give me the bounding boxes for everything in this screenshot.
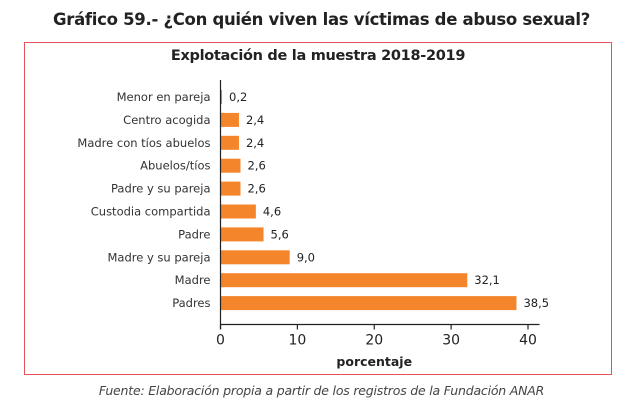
value-label: 4,6 [263, 205, 281, 219]
category-label: Padres [172, 296, 210, 310]
value-label: 32,1 [474, 273, 500, 287]
category-label: Padre y su pareja [111, 182, 211, 196]
category-label: Madre y su pareja [107, 250, 210, 264]
x-axis-title: porcentaje [336, 354, 412, 369]
bar-1 [220, 112, 239, 127]
bar-3 [220, 158, 241, 173]
category-label: Abuelos/tíos [140, 159, 210, 173]
x-ticks: 0 10 20 30 40 [216, 324, 537, 349]
bar-0 [220, 90, 223, 104]
chart-frame [24, 42, 612, 375]
category-label: Centro acogida [123, 113, 210, 127]
value-label: 5,6 [271, 227, 289, 241]
value-label: 0,2 [229, 90, 247, 104]
x-tick-label: 10 [288, 333, 306, 349]
figure-title: Gráfico 59.- ¿Con quién viven las víctim… [53, 10, 590, 29]
x-tick-label: 0 [216, 333, 225, 349]
value-label: 2,6 [247, 159, 265, 173]
chart-title: Explotación de la muestra 2018-2019 [170, 48, 466, 64]
category-labels: Menor en pareja Centro acogida Madre con t… [77, 90, 210, 310]
category-label: Padre [178, 227, 210, 241]
value-label: 2,4 [246, 113, 264, 127]
value-label: 38,5 [523, 296, 549, 310]
source-note: Fuente: Elaboración propia a partir de l… [98, 383, 545, 398]
bar-6 [220, 227, 264, 242]
value-label: 9,0 [297, 250, 315, 264]
bar-5 [220, 204, 256, 219]
category-label: Menor en pareja [117, 90, 211, 104]
value-label: 2,6 [247, 182, 265, 196]
value-label: 2,4 [246, 136, 264, 150]
bars-group [220, 90, 517, 311]
x-tick-label: 20 [365, 333, 383, 349]
category-label: Custodia compartida [91, 205, 211, 219]
bar-9 [220, 296, 517, 311]
bar-7 [220, 250, 290, 265]
bar-2 [220, 135, 239, 150]
value-labels: 0,2 2,4 2,4 2,6 2,6 4,6 5,6 9,0 32,1 38,5 [229, 90, 549, 310]
x-tick-label: 30 [442, 333, 460, 349]
category-label: Madre con tíos abuelos [77, 136, 210, 150]
bar-4 [220, 181, 241, 196]
x-tick-label: 40 [519, 333, 537, 349]
bar-8 [220, 273, 468, 288]
category-label: Madre [175, 273, 211, 287]
